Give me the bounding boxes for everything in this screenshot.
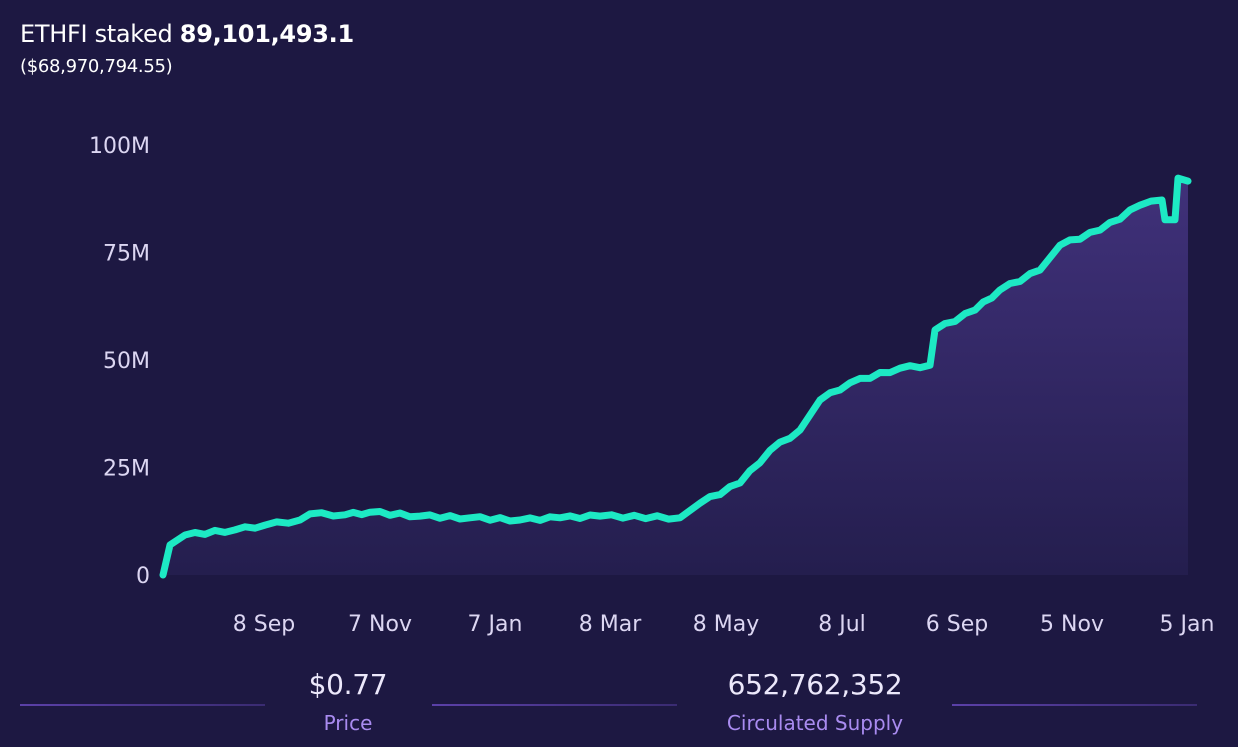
x-tick-label: 8 Mar [579,612,642,637]
staked-title: ETHFI staked 89,101,493.1 [20,20,354,48]
price-label: Price [323,711,373,735]
x-tick-label: 5 Jan [1160,612,1215,637]
y-tick-label: 75M [103,242,150,267]
supply-label: Circulated Supply [726,711,904,735]
x-tick-label: 5 Nov [1040,612,1104,637]
x-tick-label: 8 Sep [233,612,295,637]
y-tick-label: 0 [136,564,150,589]
staked-line [159,174,1192,579]
supply-stat: 652,762,352 Circulated Supply [690,668,940,735]
y-tick-label: 25M [103,457,150,482]
x-tick-label: 7 Jan [468,612,523,637]
divider-middle [432,704,677,706]
price-stat: $0.77 Price [268,668,428,735]
y-tick-label: 50M [103,349,150,374]
price-value: $0.77 [308,668,388,701]
x-tick-label: 6 Sep [926,612,988,637]
area-fill [163,178,1188,575]
y-axis: 0 25M 50M 75M 100M [89,134,150,589]
x-tick-label: 8 May [693,612,759,637]
supply-value: 652,762,352 [727,668,903,701]
x-tick-label: 7 Nov [348,612,412,637]
y-tick-label: 100M [89,134,150,159]
staked-usd-value: ($68,970,794.55) [20,56,173,77]
staked-area-chart: 0 25M 50M 75M 100M 8 Sep 7 Nov 7 Jan 8 Mar 8 May… [89,134,1215,637]
staked-amount: 89,101,493.1 [179,20,354,48]
x-axis: 8 Sep 7 Nov 7 Jan 8 Mar 8 May 8 Jul 6 Sep 5 Nov… [233,612,1215,637]
divider-right [952,704,1197,706]
x-tick-label: 8 Jul [818,612,866,637]
title-prefix: ETHFI staked [20,20,173,48]
divider-left [20,704,265,706]
chart-header: ETHFI staked 89,101,493.1 ($68,970,794.5… [20,20,354,77]
